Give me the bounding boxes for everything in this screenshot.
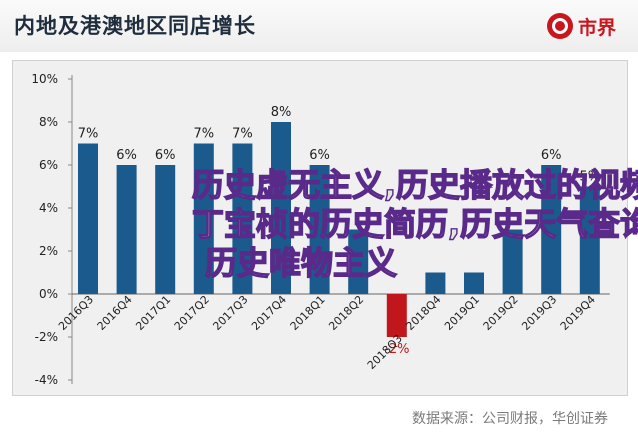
category-label: 2017Q1 (133, 293, 173, 333)
y-tick-label: 0% (39, 287, 58, 301)
bar (78, 143, 98, 294)
data-label: 8% (271, 105, 292, 120)
brand-name: 市界 (577, 16, 616, 39)
bar (502, 229, 523, 294)
data-label: 6% (155, 148, 176, 163)
data-label: 7% (193, 127, 214, 142)
category-label: 2016Q4 (95, 293, 135, 333)
data-label: 7% (78, 127, 99, 142)
brand: 市界 (546, 11, 616, 41)
category-label: 2019Q1 (442, 293, 482, 333)
bar (386, 294, 407, 337)
data-label: 7% (232, 127, 253, 142)
category-label: 2018Q2 (326, 293, 366, 333)
category-label: 2018Q4 (403, 293, 443, 333)
bar (579, 186, 600, 294)
category-label: 2016Q3 (56, 293, 96, 333)
bar (155, 165, 176, 294)
y-tick-label: 10% (31, 72, 58, 86)
bar (541, 165, 562, 294)
category-label: 2018Q1 (288, 293, 328, 333)
category-label: 2017Q2 (172, 293, 212, 333)
category-label: 2019Q2 (481, 293, 521, 333)
y-tick-label: -4% (35, 373, 58, 387)
category-label: 2019Q4 (558, 293, 598, 333)
data-label: -2% (384, 342, 409, 357)
bar (425, 272, 446, 294)
bar (348, 229, 369, 294)
data-label: 6% (116, 148, 137, 163)
y-tick-label: 8% (39, 115, 58, 129)
y-tick-label: 4% (39, 201, 58, 215)
data-source-note: 数据来源：公司财报，华创证券 (412, 411, 608, 427)
data-label: 6% (309, 148, 330, 163)
bar (193, 143, 214, 294)
bar (464, 272, 484, 294)
page-title: 内地及港澳地区同店增长 (14, 14, 256, 38)
y-tick-label: 2% (39, 244, 58, 258)
data-label: 5% (579, 170, 600, 185)
bar (309, 165, 330, 294)
brand-logo-icon (546, 13, 573, 39)
bar (271, 122, 291, 294)
category-label: 2017Q4 (249, 293, 289, 333)
bar (116, 165, 137, 294)
y-tick-label: 6% (39, 158, 58, 172)
bar (232, 143, 253, 294)
data-label: 6% (541, 148, 562, 163)
category-label: 2017Q3 (210, 293, 250, 333)
y-tick-label: -2% (35, 330, 58, 344)
chart-header: 内地及港澳地区同店增长 市界 (0, 0, 638, 52)
category-label: 2019Q3 (519, 293, 559, 333)
